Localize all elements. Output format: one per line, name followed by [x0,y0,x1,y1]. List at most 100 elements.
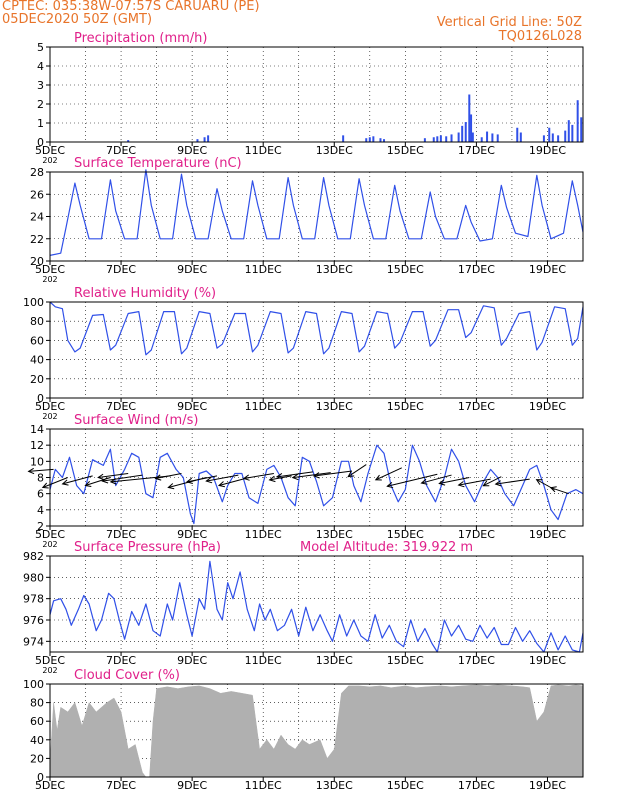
y-tick-label: 6 [37,488,44,501]
y-tick-label: 80 [30,315,44,328]
x-year-fragment: 202 [42,275,57,284]
x-tick-label: 9DEC [177,654,207,667]
y-tick-label: 5 [37,41,44,54]
x-tick-label: 13DEC [316,779,353,792]
wind-vector-head [84,480,92,487]
precip-bar [461,125,464,142]
wind-vector [243,472,274,479]
panel-6: 0 20 40 60 80 100 5DEC 7DEC 9DEC 11DEC 13DEC 15DEC 1… [23,668,584,792]
panel-frame [49,428,584,527]
date-line: 05DEC2020 50Z (GMT) [2,12,153,27]
grid-note: Vertical Grid Line: 50Z [436,15,582,30]
precip-bar [450,134,453,142]
series-line [49,444,584,525]
chart-header: CPTEC: 035:38W-07:57S CARUARU (PE) 05DEC… [0,0,618,50]
wind-vector [155,472,182,479]
wind-vector-head [482,480,490,487]
precip-bar [423,138,426,142]
precip-bar [342,135,345,142]
series-line [49,301,584,356]
y-tick-label: 20 [30,752,44,765]
x-tick-label: 15DEC [387,528,424,541]
x-year-fragment: 202 [42,156,57,165]
x-tick-label: 15DEC [387,654,424,667]
x-tick-label: 9DEC [177,144,207,157]
panel-title: Precipitation (mm/h) [74,31,207,46]
precip-bar [480,137,483,142]
y-tick-label: 1 [37,117,44,130]
wind-vector-head [205,477,213,484]
x-tick-label: 11DEC [245,654,282,667]
precip-bar [516,127,519,142]
wind-vector-head [154,474,162,481]
x-tick-label: 5DEC [35,144,65,157]
x-tick-label: 15DEC [387,779,424,792]
y-tick-label: 0 [37,392,44,405]
y-tick-label: 26 [30,188,44,201]
x-tick-label: 19DEC [529,263,566,276]
wind-vector-head [167,483,175,490]
precip-bar [471,132,474,142]
series-line [49,169,584,256]
wind-vector [375,467,402,481]
x-tick-label: 11DEC [245,144,282,157]
wind-vector [483,476,502,487]
wind-vector [439,477,470,484]
y-tick-label: 2 [37,520,44,533]
station-line: CPTEC: 035:38W-07:57S CARUARU (PE) [2,0,260,14]
y-tick-label: 14 [30,423,44,436]
wind-vector [186,475,218,483]
wind-vector-head [217,481,226,488]
wind-vector [206,474,239,482]
panel-2: 20 22 24 26 28 5DEC 7DEC 9DEC 11DEC 13DEC 15DEC 17D… [30,156,584,284]
x-tick-label: 19DEC [529,779,566,792]
precip-bar [379,138,382,142]
x-tick-label: 19DEC [529,144,566,157]
precip-bar [551,133,554,142]
wind-vector-head [312,472,320,479]
wind-vector [276,471,314,478]
precip-bar [486,131,489,142]
model-altitude-note: Model Altitude: 319.922 m [300,540,473,555]
x-tick-label: 5DEC [35,654,65,667]
precip-bar [519,132,522,142]
y-tick-label: 22 [30,233,44,246]
precip-bar [576,100,579,142]
x-tick-label: 13DEC [316,144,353,157]
x-year-fragment: 202 [42,666,57,675]
wind-vector [62,475,93,485]
precip-bar [445,136,448,142]
wind-vector [102,474,143,482]
precip-bar [491,133,494,142]
x-tick-label: 5DEC [35,263,65,276]
x-tick-label: 19DEC [529,528,566,541]
wind-vector [98,472,129,478]
x-tick-label: 7DEC [106,528,136,541]
precip-bar [571,124,574,142]
panel-1: 0 1 2 3 4 5 5DEC 7DEC 9DEC 11DEC 13DEC 15DEC 17DEC 19… [35,31,584,165]
x-tick-label: 13DEC [316,654,353,667]
x-tick-label: 7DEC [106,263,136,276]
wind-vector-head [420,478,428,485]
wind-vector-head [27,467,35,475]
y-tick-label: 4 [37,60,44,73]
wind-vector [313,470,353,477]
precip-bar [127,140,130,142]
y-tick-label: 978 [23,593,44,606]
panel-frame [49,171,584,262]
x-tick-label: 5DEC [35,779,65,792]
y-tick-label: 28 [30,166,44,179]
x-tick-label: 15DEC [387,144,424,157]
x-tick-label: 9DEC [177,263,207,276]
wind-vector-head [438,479,446,486]
wind-vector [495,478,530,485]
precip-bar [383,139,386,142]
precip-bar [203,137,206,142]
precip-bar [439,135,442,142]
wind-vector-head [97,473,104,480]
panel-frame [49,301,584,399]
x-tick-label: 15DEC [387,263,424,276]
wind-vector-head [494,480,502,487]
y-tick-label: 0 [37,771,44,784]
y-tick-label: 40 [30,734,44,747]
